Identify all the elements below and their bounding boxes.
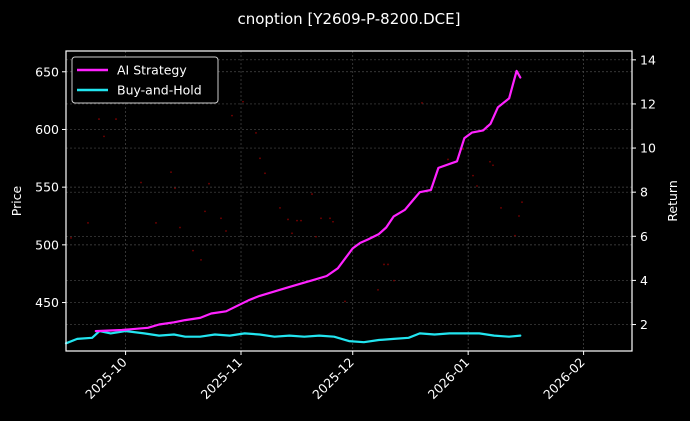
scatter-point <box>300 219 302 222</box>
scatter-point <box>179 226 181 229</box>
scatter-point <box>320 217 322 220</box>
scatter-point <box>518 215 520 217</box>
scatter-point <box>377 288 379 291</box>
scatter-point <box>279 207 281 209</box>
scatter-point <box>476 185 478 187</box>
scatter-point <box>296 219 298 222</box>
scatter-point <box>315 235 317 238</box>
scatter-point <box>98 118 100 120</box>
scatter-point <box>255 132 257 134</box>
scatter-point <box>174 187 176 190</box>
scatter-point <box>287 218 289 221</box>
scatter-point <box>393 279 395 282</box>
scatter-point <box>514 234 516 237</box>
scatter-point <box>70 237 72 239</box>
scatter-point <box>500 207 502 209</box>
x-tick-label: 2026-02 <box>540 355 588 403</box>
scatter-point <box>311 193 313 195</box>
scatter-point <box>170 171 172 174</box>
x-tick-label: 2025-10 <box>82 354 130 402</box>
scatter-point <box>332 220 334 223</box>
scatter-point <box>291 232 293 235</box>
series-line-ai-strategy <box>94 69 522 333</box>
scatter-point <box>87 222 89 224</box>
y-axis-left-label: Price <box>9 185 24 216</box>
scatter-point <box>521 201 523 204</box>
legend-label-ai-strategy: AI Strategy <box>117 63 187 78</box>
series-lines <box>64 69 522 345</box>
series-line-buy-and-hold <box>64 330 522 345</box>
scatter-point <box>140 181 142 184</box>
y-tick-label-right: 2 <box>640 317 648 332</box>
y-tick-label-left: 550 <box>35 180 59 195</box>
y-tick-label-right: 14 <box>640 52 656 67</box>
grid-lines <box>66 51 632 351</box>
plot-frame <box>65 50 633 352</box>
y-axis-right-label: Return <box>665 180 680 221</box>
y-tick-label-left: 450 <box>35 295 59 310</box>
legend: AI Strategy Buy-and-Hold <box>71 56 219 104</box>
scatter-point <box>387 263 389 266</box>
scatter-point <box>208 182 210 185</box>
scatter-point <box>462 148 464 150</box>
scatter-point <box>489 160 491 163</box>
y-tick-label-right: 6 <box>640 229 648 244</box>
legend-box <box>71 56 219 104</box>
scatter-point <box>447 158 449 161</box>
chart-title: cnoption [Y2609-P-8200.DCE] <box>238 10 461 28</box>
scatter-point <box>200 258 202 261</box>
scatter-point <box>115 118 117 120</box>
scatter-point <box>492 164 494 167</box>
scatter-point <box>192 249 194 252</box>
price-scatter <box>70 100 523 303</box>
scatter-point <box>472 174 474 177</box>
scatter-point <box>329 217 331 220</box>
scatter-point <box>231 114 233 117</box>
scatter-point <box>264 172 266 175</box>
scatter-point <box>220 217 222 220</box>
y-tick-label-left: 600 <box>35 122 59 137</box>
y-tick-label-left: 500 <box>35 237 59 252</box>
y-tick-label-right: 10 <box>640 141 656 156</box>
y-tick-label-right: 8 <box>640 185 648 200</box>
y-axis-right: 2 4 6 8 10 12 14 <box>632 52 656 332</box>
scatter-point <box>383 263 385 266</box>
scatter-point <box>204 210 206 213</box>
legend-label-buy-and-hold: Buy-and-Hold <box>117 83 202 98</box>
scatter-point <box>259 157 261 160</box>
scatter-point <box>103 135 105 138</box>
y-tick-label-right: 12 <box>640 96 656 111</box>
scatter-point <box>421 102 423 104</box>
y-tick-label-left: 650 <box>35 64 59 79</box>
x-tick-label: 2026-01 <box>425 355 473 403</box>
x-tick-label: 2025-11 <box>198 355 246 403</box>
y-axis-left: 450 500 550 600 650 <box>35 64 66 310</box>
x-tick-label: 2025-12 <box>309 355 357 403</box>
x-axis: 2025-10 2025-11 2025-12 2026-01 2026-02 <box>82 351 588 402</box>
scatter-point <box>344 300 346 303</box>
scatter-point <box>225 230 227 232</box>
scatter-point <box>155 222 157 224</box>
y-tick-label-right: 4 <box>640 273 648 288</box>
scatter-point <box>242 100 244 103</box>
